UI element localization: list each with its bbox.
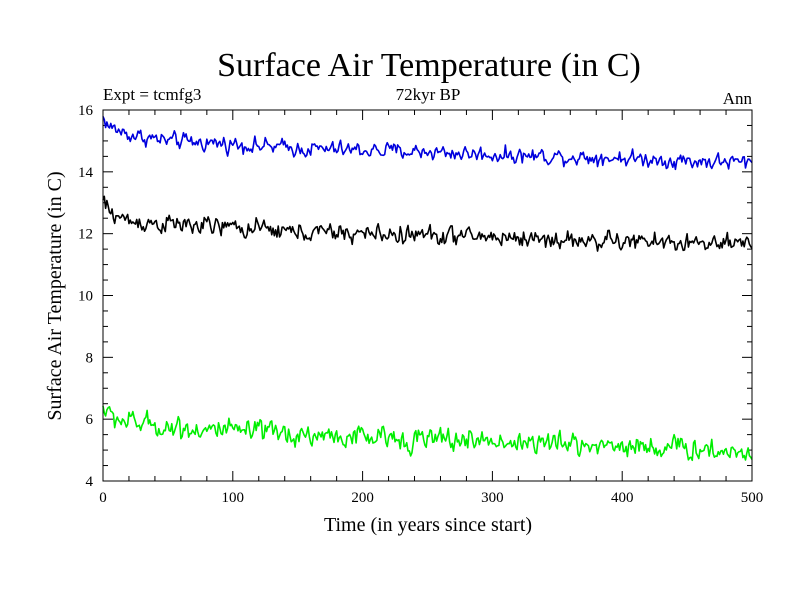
x-tick-label: 200 <box>351 490 374 506</box>
experiment-label: Expt = tcmfg3 <box>103 85 201 104</box>
y-tick-label: 6 <box>86 412 94 428</box>
series-line-green <box>102 405 753 462</box>
x-tick-label: 300 <box>481 490 504 506</box>
period-label: 72kyr BP <box>396 85 461 104</box>
y-tick-label: 12 <box>78 227 93 243</box>
y-tick-label: 16 <box>78 103 94 119</box>
x-tick-label: 0 <box>99 490 107 506</box>
y-axis-label: Surface Air Temperature (in C) <box>44 171 66 420</box>
axis-ticks: 0 100 200 300 400 500 4 6 8 10 12 14 16 <box>78 103 763 506</box>
season-label: Ann <box>723 89 753 108</box>
x-tick-label: 100 <box>222 490 245 506</box>
y-tick-label: 14 <box>78 165 94 181</box>
series-layer <box>102 116 753 462</box>
x-tick-label: 400 <box>611 490 634 506</box>
y-tick-label: 10 <box>78 289 93 305</box>
plot-frame <box>102 109 753 482</box>
y-tick-label: 8 <box>86 350 94 366</box>
x-axis-label: Time (in years since start) <box>324 514 532 536</box>
chart-title: Surface Air Temperature (in C) <box>217 47 641 84</box>
x-tick-label: 500 <box>741 490 764 506</box>
series-line-blue <box>102 116 753 171</box>
series-line-black <box>102 195 753 252</box>
y-tick-label: 4 <box>86 474 94 490</box>
